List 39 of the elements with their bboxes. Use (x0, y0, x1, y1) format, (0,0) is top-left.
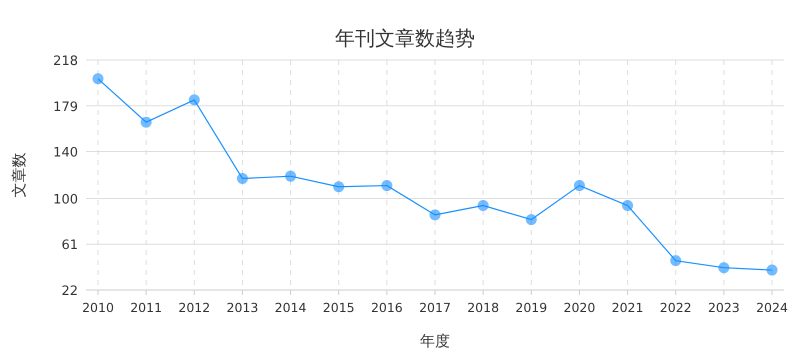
point (188, 94, 200, 106)
y-tick-label: 179 (53, 100, 78, 115)
y-tick-label: 140 (53, 146, 78, 161)
point (92, 73, 104, 84)
x-tick-label: 2010 (82, 300, 114, 315)
point (381, 180, 392, 192)
x-tick-label: 2012 (178, 300, 210, 315)
point (285, 170, 296, 182)
point (718, 262, 730, 274)
x-axis-title: 年度 (420, 332, 450, 350)
x-tick-label: 2023 (708, 300, 740, 315)
point (766, 264, 778, 276)
point (622, 200, 634, 212)
chart-title: 年刊文章数趋势 (335, 26, 475, 50)
point (236, 173, 248, 184)
x-tick-label: 2015 (322, 300, 355, 315)
x-tick-label: 2018 (467, 300, 500, 315)
x-tick-label: 2019 (515, 300, 548, 315)
y-tick-label: 100 (53, 192, 78, 208)
point (574, 180, 585, 192)
y-tick-label: 61 (61, 238, 78, 254)
x-tick-label: 2016 (370, 300, 403, 315)
point (140, 116, 152, 128)
point (478, 200, 489, 212)
x-tick-label: 2020 (564, 300, 596, 315)
x-tick-label: 2022 (660, 300, 692, 315)
point (670, 255, 682, 266)
point (333, 181, 344, 192)
x-tick-label: 2024 (756, 300, 788, 315)
x-tick-label: 2013 (226, 300, 258, 315)
x-tick-label: 2021 (612, 300, 644, 315)
point (526, 214, 537, 226)
y-tick-label: 218 (53, 54, 78, 69)
x-tick-label: 2011 (130, 300, 162, 315)
x-tick-label: 2017 (419, 300, 451, 315)
y-tick-label: 22 (61, 284, 78, 299)
point (430, 209, 440, 220)
y-axis-title: 文章数 (10, 152, 28, 198)
x-tick-label: 2014 (274, 300, 307, 315)
